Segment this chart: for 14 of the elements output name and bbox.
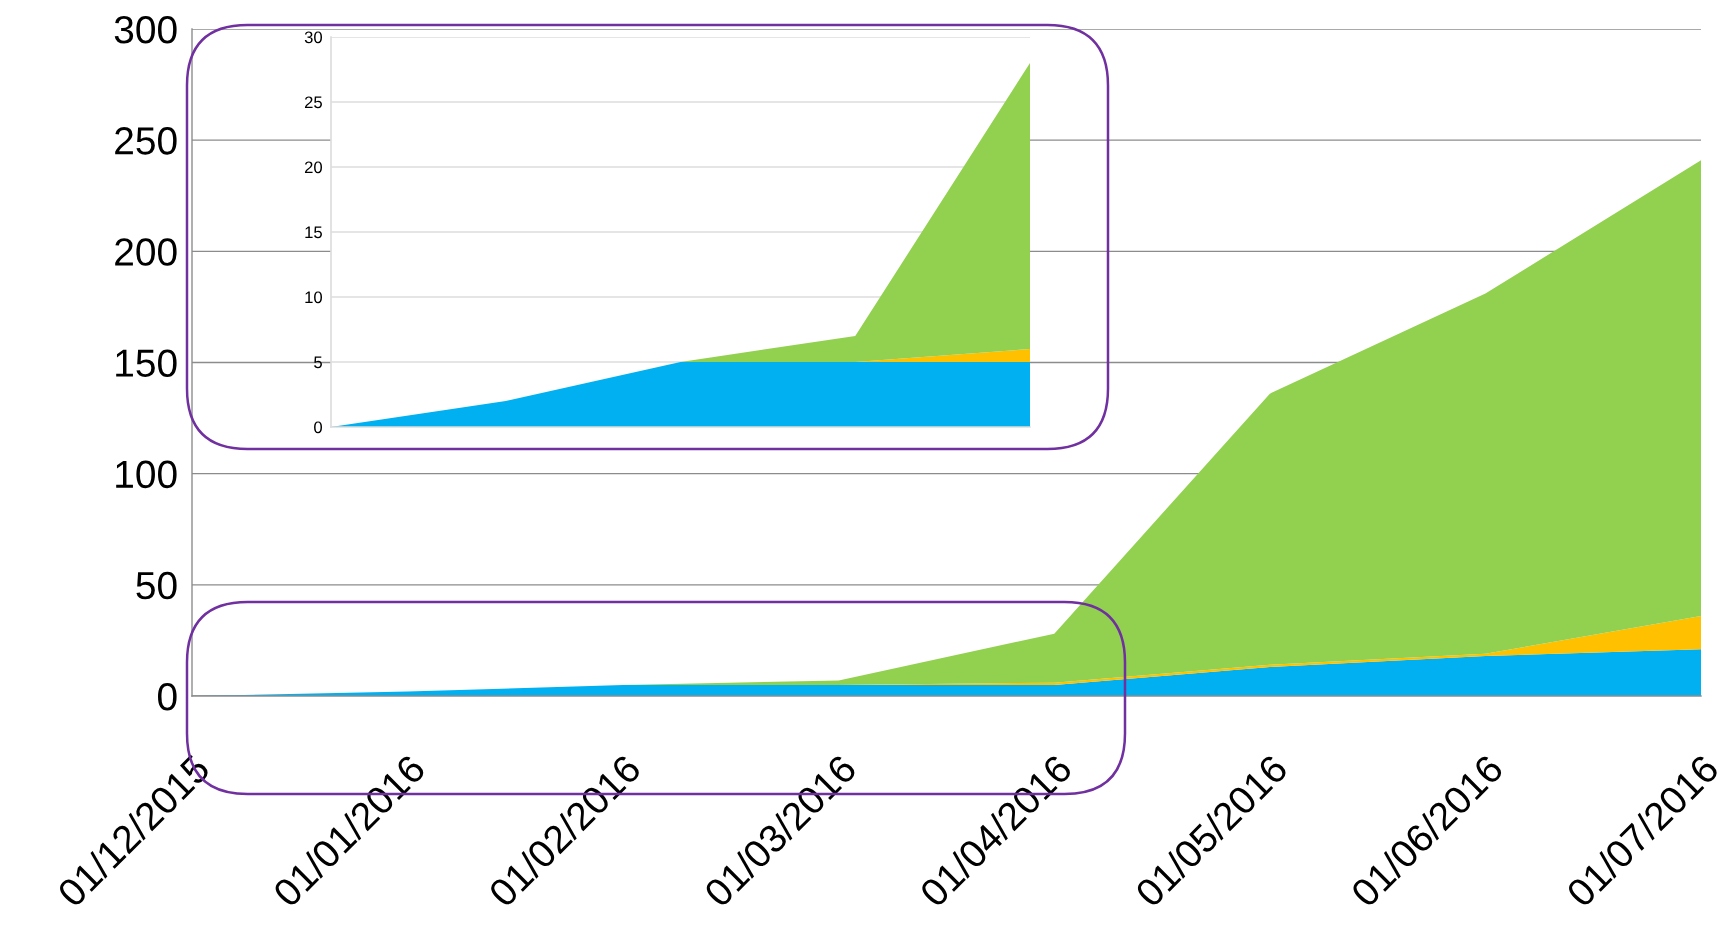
y-tick-label: 200: [115, 238, 177, 266]
y-tick-label: 30: [304, 31, 323, 44]
y-tick-label: 25: [304, 96, 322, 109]
y-tick-label: 0: [158, 682, 177, 711]
y-tick-label: 20: [304, 161, 323, 174]
y-tick-label: 250: [115, 127, 177, 155]
y-tick-label: 0: [314, 421, 323, 434]
y-tick-label: 5: [314, 356, 322, 369]
y-tick-label: 300: [114, 15, 177, 44]
y-tick-label: 100: [116, 460, 177, 489]
y-tick-label: 10: [305, 291, 323, 304]
y-tick-label: 50: [136, 571, 177, 600]
y-tick-label: 150: [116, 349, 177, 377]
y-tick-label: 15: [305, 226, 322, 239]
